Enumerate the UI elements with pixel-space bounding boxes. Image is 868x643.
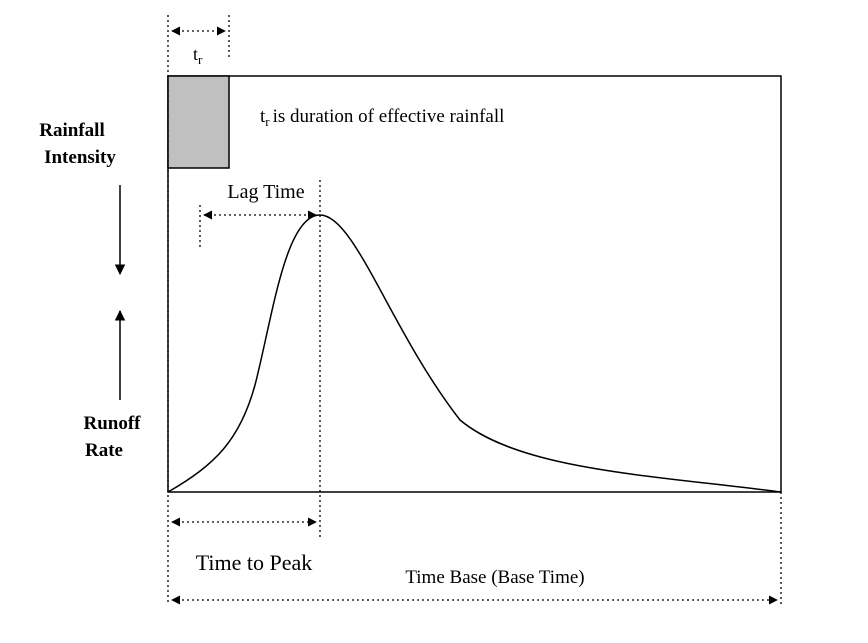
note-sub: r: [265, 114, 270, 129]
hydrograph-curve: [167, 214, 782, 493]
label-sub: r: [198, 52, 203, 67]
note: tr is duration of effective rainfall: [260, 106, 504, 129]
note-base: t: [260, 106, 266, 127]
time-base-label: Time Base (Base Time): [405, 567, 584, 588]
plot-frame: [167, 75, 782, 493]
left-label: Runoff: [83, 413, 141, 434]
label-base: t: [193, 44, 198, 64]
duration-label: tr: [193, 44, 203, 67]
left-label: Rate: [85, 440, 123, 461]
note-text: is duration of effective rainfall: [273, 106, 505, 127]
time-to-peak-label: Time to Peak: [196, 550, 313, 575]
lag-time-label: Lag Time: [227, 181, 304, 203]
left-label: Intensity: [44, 147, 116, 168]
left-label: Rainfall: [39, 120, 104, 141]
rainfall-block: [167, 75, 230, 169]
